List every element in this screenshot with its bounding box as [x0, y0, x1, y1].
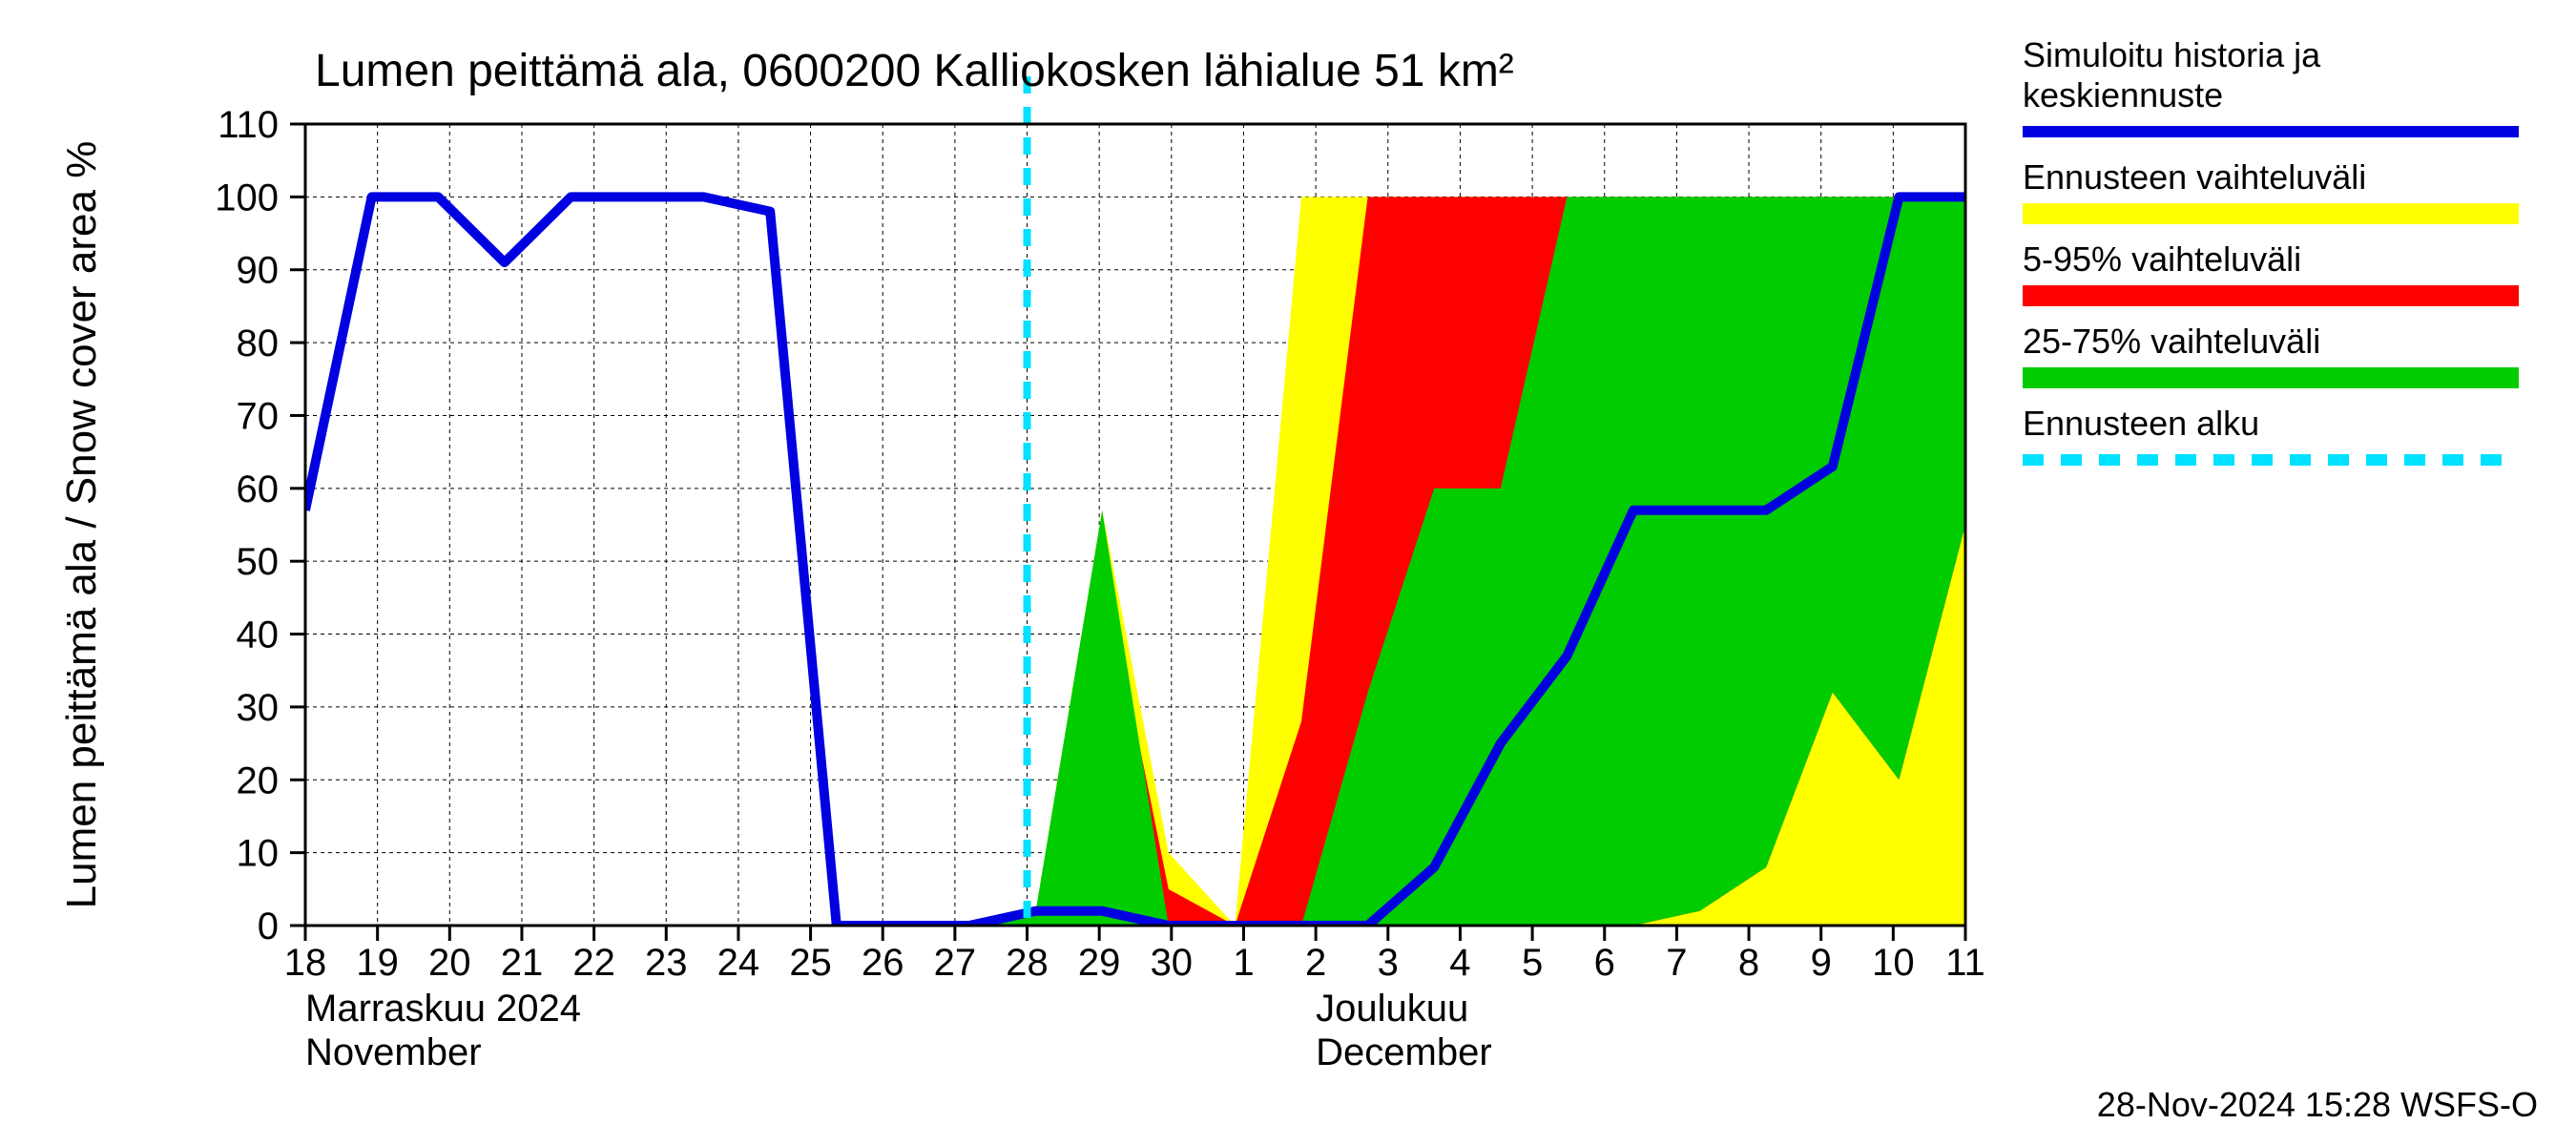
ytick-label: 100: [215, 177, 279, 219]
y-axis-label: Lumen peittämä ala / Snow cover area %: [58, 141, 105, 909]
chart-title: Lumen peittämä ala, 0600200 Kalliokosken…: [315, 46, 1514, 96]
legend-item: Ennusteen alku: [2023, 404, 2519, 460]
xtick-label: 24: [717, 942, 760, 984]
xtick-label: 20: [428, 942, 471, 984]
ytick-label: 10: [237, 833, 280, 875]
xtick-label: 8: [1738, 942, 1759, 984]
xtick-label: 19: [356, 942, 399, 984]
ytick-label: 30: [237, 687, 280, 729]
xtick-label: 11: [1945, 942, 1985, 984]
legend-label: Simuloitu historia ja: [2023, 35, 2321, 74]
month-label-fi-left: Marraskuu 2024: [305, 988, 581, 1030]
xtick-label: 26: [862, 942, 904, 984]
legend-label: 25-75% vaihteluväli: [2023, 322, 2320, 361]
legend-item: Simuloitu historia jakeskiennuste: [2023, 35, 2519, 132]
ytick-label: 40: [237, 614, 280, 656]
xtick-label: 28: [1006, 942, 1049, 984]
ytick-label: 70: [237, 395, 280, 437]
xtick-label: 7: [1666, 942, 1687, 984]
month-label-en-right: December: [1316, 1031, 1492, 1073]
xtick-label: 27: [934, 942, 977, 984]
ytick-label: 50: [237, 541, 280, 583]
legend-item: 5-95% vaihteluväli: [2023, 239, 2519, 306]
xtick-label: 5: [1522, 942, 1543, 984]
xtick-label: 9: [1811, 942, 1832, 984]
legend-label: keskiennuste: [2023, 75, 2223, 114]
legend-swatch: [2023, 203, 2519, 224]
ytick-label: 0: [258, 906, 279, 947]
legend-item: Ennusteen vaihteluväli: [2023, 157, 2519, 224]
month-label-en-left: November: [305, 1031, 482, 1073]
ytick-label: 80: [237, 323, 280, 364]
ytick-label: 90: [237, 250, 280, 292]
ytick-label: 20: [237, 760, 280, 802]
chart-container: 0102030405060708090100110181920212223242…: [0, 0, 2576, 1145]
legend-swatch: [2023, 285, 2519, 306]
xtick-label: 29: [1078, 942, 1121, 984]
legend-item: 25-75% vaihteluväli: [2023, 322, 2519, 388]
ytick-label: 60: [237, 468, 280, 510]
xtick-label: 18: [284, 942, 327, 984]
xtick-label: 6: [1594, 942, 1615, 984]
chart-svg: 0102030405060708090100110181920212223242…: [0, 0, 2576, 1145]
xtick-label: 1: [1233, 942, 1254, 984]
legend-label: Ennusteen vaihteluväli: [2023, 157, 2366, 197]
xtick-label: 10: [1872, 942, 1915, 984]
xtick-label: 3: [1378, 942, 1399, 984]
legend-label: Ennusteen alku: [2023, 404, 2259, 443]
legend-label: 5-95% vaihteluväli: [2023, 239, 2301, 279]
xtick-label: 25: [789, 942, 832, 984]
footer-timestamp: 28-Nov-2024 15:28 WSFS-O: [2097, 1085, 2538, 1124]
xtick-label: 2: [1305, 942, 1326, 984]
ytick-label: 110: [218, 104, 279, 146]
xtick-label: 21: [501, 942, 544, 984]
xtick-label: 30: [1151, 942, 1194, 984]
legend-swatch: [2023, 367, 2519, 388]
xtick-label: 4: [1449, 942, 1470, 984]
xtick-label: 23: [645, 942, 688, 984]
month-label-fi-right: Joulukuu: [1316, 988, 1468, 1030]
xtick-label: 22: [572, 942, 615, 984]
